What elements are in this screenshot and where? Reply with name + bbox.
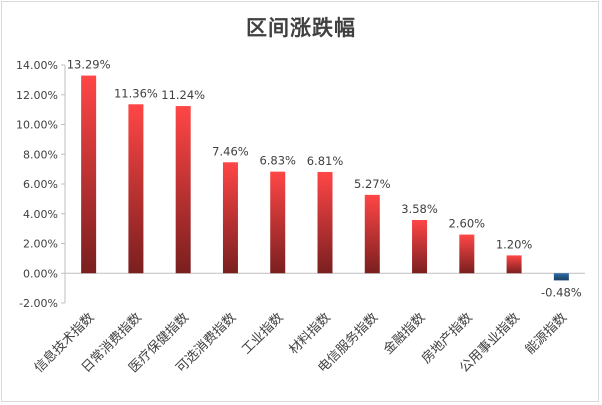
x-tick-label: 金融指数 <box>380 310 428 358</box>
y-tick-label: 8.00% <box>23 148 58 161</box>
bar <box>128 104 144 274</box>
data-label: 7.46% <box>212 144 249 158</box>
y-tick-label: 14.00% <box>16 59 58 72</box>
bar <box>222 162 238 274</box>
bar <box>81 75 97 274</box>
data-labels: 13.29%11.36% 11.24% 7.46% 6.83% 6.81% 5.27% 3.… <box>67 58 582 300</box>
data-label: 1.20% <box>496 237 533 251</box>
bar <box>364 194 380 274</box>
y-tick-label: 0.00% <box>23 267 58 280</box>
bar <box>270 171 286 274</box>
bar <box>553 273 569 281</box>
bar <box>506 255 522 274</box>
bar <box>459 234 475 274</box>
x-tick-label: 工业指数 <box>239 310 286 357</box>
x-tick-label: 材料指数 <box>286 310 333 357</box>
y-tick-label: 2.00% <box>23 238 58 251</box>
data-label: 11.36% <box>114 86 158 100</box>
bar <box>412 219 428 274</box>
y-tick-label: 4.00% <box>23 208 58 221</box>
data-label: 3.58% <box>401 202 438 216</box>
y-tick-label: 6.00% <box>23 178 58 191</box>
bar <box>317 171 333 274</box>
y-axis: -2.00% 0.00% 2.00% 4.00% 6.00% 8.00% 10.00% 12.… <box>16 59 66 310</box>
bars <box>81 75 569 281</box>
data-label: 11.24% <box>161 88 205 102</box>
x-tick-label: 能源指数 <box>523 310 570 357</box>
y-tick-label: 10.00% <box>16 119 58 132</box>
chart-title: 区间涨跌幅 <box>246 16 356 40</box>
data-label: 6.81% <box>307 154 344 168</box>
data-label: 2.60% <box>449 217 486 231</box>
y-tick-label: 12.00% <box>16 89 58 102</box>
data-label: 13.29% <box>67 58 111 72</box>
data-label: -0.48% <box>541 285 582 299</box>
bar <box>175 106 191 274</box>
y-tick-label: -2.00% <box>19 297 58 310</box>
data-label: 5.27% <box>354 177 391 191</box>
data-label: 6.83% <box>259 154 296 168</box>
